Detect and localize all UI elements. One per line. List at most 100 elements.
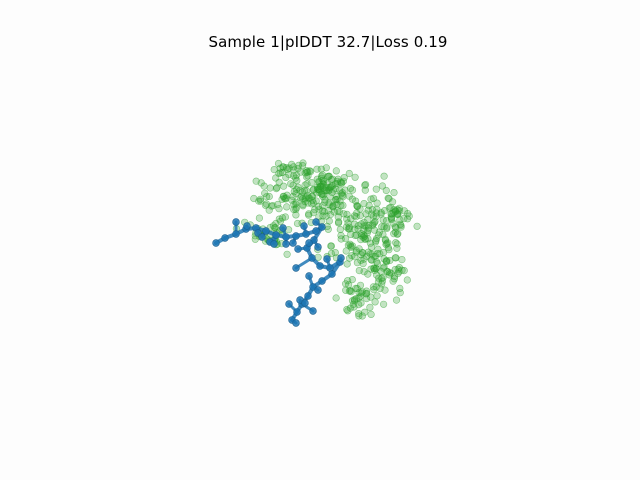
protein-point: [364, 216, 372, 224]
chart-title: Sample 1|pIDDT 32.7|Loss 0.19: [208, 33, 448, 51]
protein-point: [350, 212, 359, 220]
protein-point: [368, 210, 376, 218]
protein-point: [392, 224, 400, 232]
protein-point: [306, 167, 314, 175]
protein-point: [366, 239, 375, 247]
protein-point: [309, 185, 318, 193]
protein-point: [370, 264, 378, 272]
protein-point: [279, 163, 287, 171]
protein-point: [397, 223, 405, 231]
protein-point: [257, 197, 265, 205]
protein-point: [359, 260, 367, 268]
protein-point: [373, 199, 381, 207]
protein-point: [325, 172, 333, 180]
protein-point: [350, 295, 359, 304]
protein-point: [366, 250, 374, 258]
protein-point: [355, 310, 363, 318]
protein-point: [324, 207, 332, 215]
protein-point: [327, 242, 335, 250]
protein-point: [351, 173, 359, 181]
protein-point: [356, 281, 365, 289]
protein-point: [413, 222, 421, 230]
protein-point: [347, 230, 355, 238]
protein-point: [280, 192, 288, 201]
protein-point: [313, 165, 321, 173]
protein-point: [339, 201, 347, 209]
protein-point: [318, 174, 326, 182]
protein-point: [298, 188, 307, 196]
protein-point: [356, 212, 364, 220]
protein-point: [348, 276, 356, 284]
protein-point: [278, 214, 287, 222]
ligand-point: [323, 255, 331, 263]
protein-point: [405, 212, 413, 220]
protein-point: [358, 312, 366, 320]
ligand-point: [305, 272, 313, 280]
protein-point: [356, 292, 365, 300]
ligand-point: [282, 240, 290, 248]
ligand-point: [309, 307, 317, 315]
protein-point: [327, 249, 336, 258]
ligand-point: [316, 262, 324, 270]
protein-point: [334, 175, 342, 183]
protein-point: [332, 196, 340, 204]
protein-point: [315, 188, 323, 196]
ligand-point: [292, 232, 300, 240]
protein-point: [266, 184, 274, 192]
protein-point: [373, 292, 381, 300]
ligand-point: [272, 231, 280, 239]
protein-point: [322, 187, 331, 195]
ligand-point: [314, 286, 322, 294]
ligand-point: [318, 223, 326, 231]
protein-point: [263, 193, 271, 201]
ligand-point: [304, 292, 312, 300]
protein-point: [387, 203, 395, 211]
protein-point: [344, 241, 353, 249]
protein-point: [371, 298, 379, 306]
ligand-point: [285, 300, 293, 308]
protein-point: [278, 168, 287, 177]
protein-point: [272, 220, 280, 228]
ligand-point: [312, 218, 320, 226]
ligand-point: [305, 239, 313, 247]
protein-point: [380, 300, 388, 308]
protein-point: [394, 210, 402, 219]
protein-point: [360, 218, 368, 226]
protein-point: [299, 195, 307, 203]
protein-point: [351, 225, 359, 233]
protein-point: [332, 294, 340, 302]
protein-point: [396, 216, 404, 224]
protein-point: [343, 306, 351, 314]
protein-point: [396, 284, 404, 293]
protein-point: [309, 209, 318, 217]
protein-point: [255, 214, 264, 222]
ligand-point: [221, 234, 229, 242]
protein-point: [398, 256, 406, 264]
ligand-point: [279, 224, 287, 232]
protein-point: [260, 182, 268, 190]
protein-point: [373, 271, 381, 279]
protein-point: [400, 267, 408, 275]
protein-point: [381, 286, 389, 294]
protein-point: [289, 181, 297, 189]
protein-point: [352, 248, 360, 256]
protein-point: [292, 174, 300, 182]
protein-point: [337, 201, 345, 209]
protein-point: [297, 168, 305, 176]
protein-point: [394, 265, 402, 273]
protein-point: [293, 219, 302, 228]
ligand-point: [302, 230, 310, 238]
protein-point: [321, 198, 329, 206]
protein-point: [360, 231, 368, 239]
protein-point: [285, 164, 293, 172]
protein-point: [383, 224, 391, 233]
protein-point: [326, 211, 335, 219]
protein-point: [384, 244, 392, 252]
protein-point: [309, 199, 318, 207]
protein-point: [337, 235, 345, 243]
protein-point: [361, 181, 369, 189]
protein-point: [384, 194, 392, 202]
protein-point: [380, 172, 388, 180]
protein-point: [350, 303, 358, 311]
